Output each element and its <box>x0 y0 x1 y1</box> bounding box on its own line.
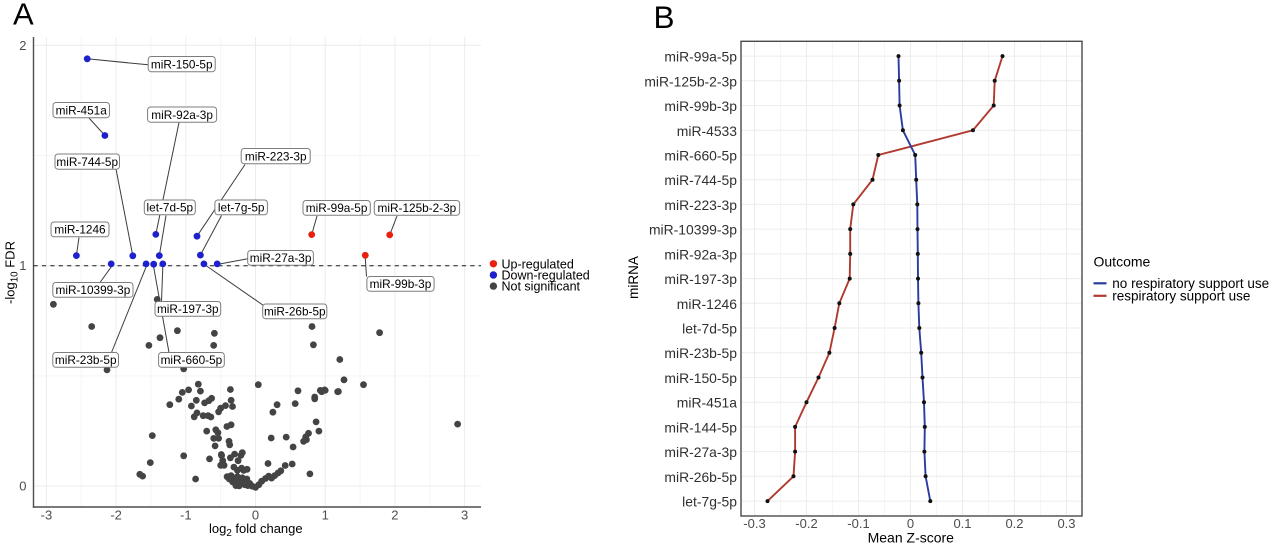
svg-text:Outcome: Outcome <box>1094 254 1151 270</box>
svg-text:miR-10399-3p: miR-10399-3p <box>56 283 131 297</box>
svg-text:Down-regulated: Down-regulated <box>502 269 590 283</box>
svg-text:miR-150-5p: miR-150-5p <box>664 370 737 386</box>
svg-text:Not significant: Not significant <box>502 280 581 294</box>
svg-text:let-7d-5p: let-7d-5p <box>682 321 737 337</box>
svg-text:miR-99b-3p: miR-99b-3p <box>664 98 737 114</box>
svg-text:Up-regulated: Up-regulated <box>502 257 574 271</box>
svg-text:0.3: 0.3 <box>1057 516 1075 531</box>
svg-text:-0.1: -0.1 <box>847 516 869 531</box>
svg-text:miR-27a-3p: miR-27a-3p <box>664 444 737 460</box>
svg-text:miR-27a-3p: miR-27a-3p <box>250 251 312 265</box>
svg-text:miR-4533: miR-4533 <box>677 123 737 139</box>
svg-text:miR-99b-3p: miR-99b-3p <box>370 277 432 291</box>
svg-text:1: 1 <box>19 258 26 273</box>
svg-text:miR-125b-2-3p: miR-125b-2-3p <box>644 73 737 89</box>
svg-text:miR-451a: miR-451a <box>677 395 737 411</box>
svg-text:miR-92a-3p: miR-92a-3p <box>151 108 213 122</box>
svg-text:0.2: 0.2 <box>1005 516 1023 531</box>
svg-text:let-7g-5p: let-7g-5p <box>682 494 737 510</box>
svg-text:1: 1 <box>322 508 329 523</box>
svg-text:miR-144-5p: miR-144-5p <box>664 419 737 435</box>
svg-text:miR-1246: miR-1246 <box>677 296 737 312</box>
svg-text:-1: -1 <box>180 508 192 523</box>
svg-text:0: 0 <box>252 508 259 523</box>
svg-text:miR-197-3p: miR-197-3p <box>157 302 219 316</box>
svg-text:Mean Z-score: Mean Z-score <box>868 530 955 546</box>
svg-text:miR-150-5p: miR-150-5p <box>151 57 213 71</box>
svg-text:miR-26b-5p: miR-26b-5p <box>264 305 326 319</box>
svg-text:A: A <box>13 0 34 32</box>
svg-text:miR-92a-3p: miR-92a-3p <box>664 246 737 262</box>
svg-text:0.1: 0.1 <box>953 516 971 531</box>
svg-text:2: 2 <box>19 38 26 53</box>
svg-text:miR-125b-2-3p: miR-125b-2-3p <box>378 201 457 215</box>
svg-text:let-7d-5p: let-7d-5p <box>147 201 194 215</box>
svg-text:miR-23b-5p: miR-23b-5p <box>664 345 737 361</box>
svg-text:miR-197-3p: miR-197-3p <box>664 271 737 287</box>
svg-text:miR-451a: miR-451a <box>56 103 108 117</box>
svg-text:miR-660-5p: miR-660-5p <box>664 148 737 164</box>
svg-text:-log10 FDR: -log10 FDR <box>3 241 21 304</box>
svg-text:0: 0 <box>907 516 914 531</box>
svg-text:-2: -2 <box>110 508 122 523</box>
svg-text:miR-99a-5p: miR-99a-5p <box>306 201 368 215</box>
svg-text:miR-660-5p: miR-660-5p <box>161 353 223 367</box>
svg-text:miR-10399-3p: miR-10399-3p <box>649 222 737 238</box>
svg-text:miR-1246: miR-1246 <box>54 223 106 237</box>
svg-text:miR-223-3p: miR-223-3p <box>245 149 307 163</box>
svg-text:miR-26b-5p: miR-26b-5p <box>664 469 737 485</box>
svg-text:0: 0 <box>19 479 26 494</box>
svg-text:log2 fold change: log2 fold change <box>209 521 303 539</box>
svg-text:respiratory support use: respiratory support use <box>1112 289 1250 304</box>
svg-text:miR-223-3p: miR-223-3p <box>664 197 737 213</box>
svg-text:B: B <box>654 0 675 35</box>
svg-text:miRNA: miRNA <box>626 256 641 299</box>
svg-text:-3: -3 <box>41 508 53 523</box>
svg-text:-0.2: -0.2 <box>795 516 817 531</box>
svg-text:miR-744-5p: miR-744-5p <box>664 172 737 188</box>
svg-text:-0.3: -0.3 <box>743 516 765 531</box>
svg-text:miR-23b-5p: miR-23b-5p <box>55 353 117 367</box>
svg-text:2: 2 <box>391 508 398 523</box>
svg-text:miR-99a-5p: miR-99a-5p <box>664 49 737 65</box>
svg-text:3: 3 <box>461 508 468 523</box>
svg-text:let-7g-5p: let-7g-5p <box>218 201 265 215</box>
svg-text:miR-744-5p: miR-744-5p <box>56 155 118 169</box>
svg-text:no respiratory support use: no respiratory support use <box>1112 276 1269 291</box>
